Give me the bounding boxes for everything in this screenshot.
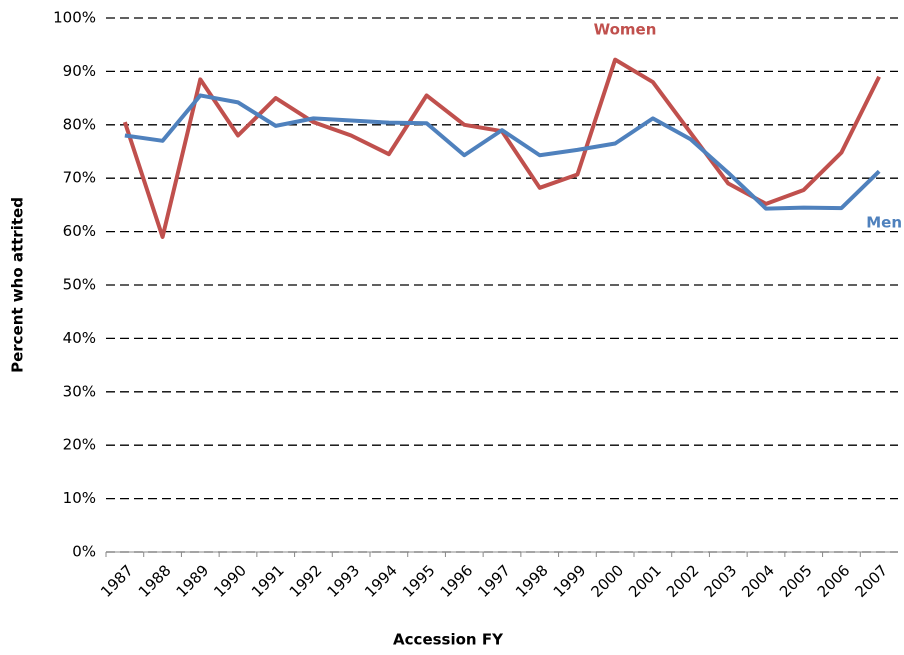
x-tick-label: 2005: [776, 561, 816, 601]
x-tick-label: 1987: [97, 561, 137, 601]
y-tick-label: 20%: [63, 436, 96, 454]
x-tick-label: 1990: [210, 561, 250, 601]
x-tick-label: 1995: [399, 561, 439, 601]
x-tick-label: 1994: [361, 561, 401, 601]
x-tick-label: 1993: [323, 561, 363, 601]
x-tick-label: 1998: [512, 561, 552, 601]
y-tick-label: 0%: [72, 543, 96, 561]
y-tick-label: 80%: [63, 115, 96, 133]
y-axis-title: Percent who attrited: [9, 197, 27, 373]
legend-label: Women: [594, 21, 657, 39]
x-tick-label: 1991: [248, 561, 288, 601]
y-tick-label: 10%: [63, 489, 96, 507]
x-tick-label: 1992: [286, 561, 326, 601]
x-tick-label: 1989: [173, 561, 213, 601]
y-tick-label: 30%: [63, 382, 96, 400]
y-tick-label: 70%: [63, 169, 96, 187]
y-tick-label: 100%: [53, 9, 96, 27]
x-tick-label: 1996: [437, 561, 477, 601]
series-line: [124, 93, 881, 211]
y-tick-label: 40%: [63, 329, 96, 347]
x-tick-label: 1997: [474, 561, 514, 601]
x-tick-label: 2007: [851, 561, 891, 601]
x-tick-label: 1988: [135, 561, 175, 601]
y-tick-label: 50%: [63, 276, 96, 294]
y-tick-label: 60%: [63, 222, 96, 240]
x-tick-label: 2004: [738, 561, 778, 601]
x-tick-label: 2000: [587, 561, 627, 601]
x-axis-title: Accession FY: [393, 631, 504, 649]
y-tick-label: 90%: [63, 62, 96, 80]
legend-label: Men: [866, 214, 902, 232]
x-tick-label: 2001: [625, 561, 665, 601]
x-tick-label: 2002: [663, 561, 703, 601]
x-tick-label: 1999: [550, 561, 590, 601]
x-tick-label: 2006: [814, 561, 854, 601]
x-tick-label: 2003: [701, 561, 741, 601]
